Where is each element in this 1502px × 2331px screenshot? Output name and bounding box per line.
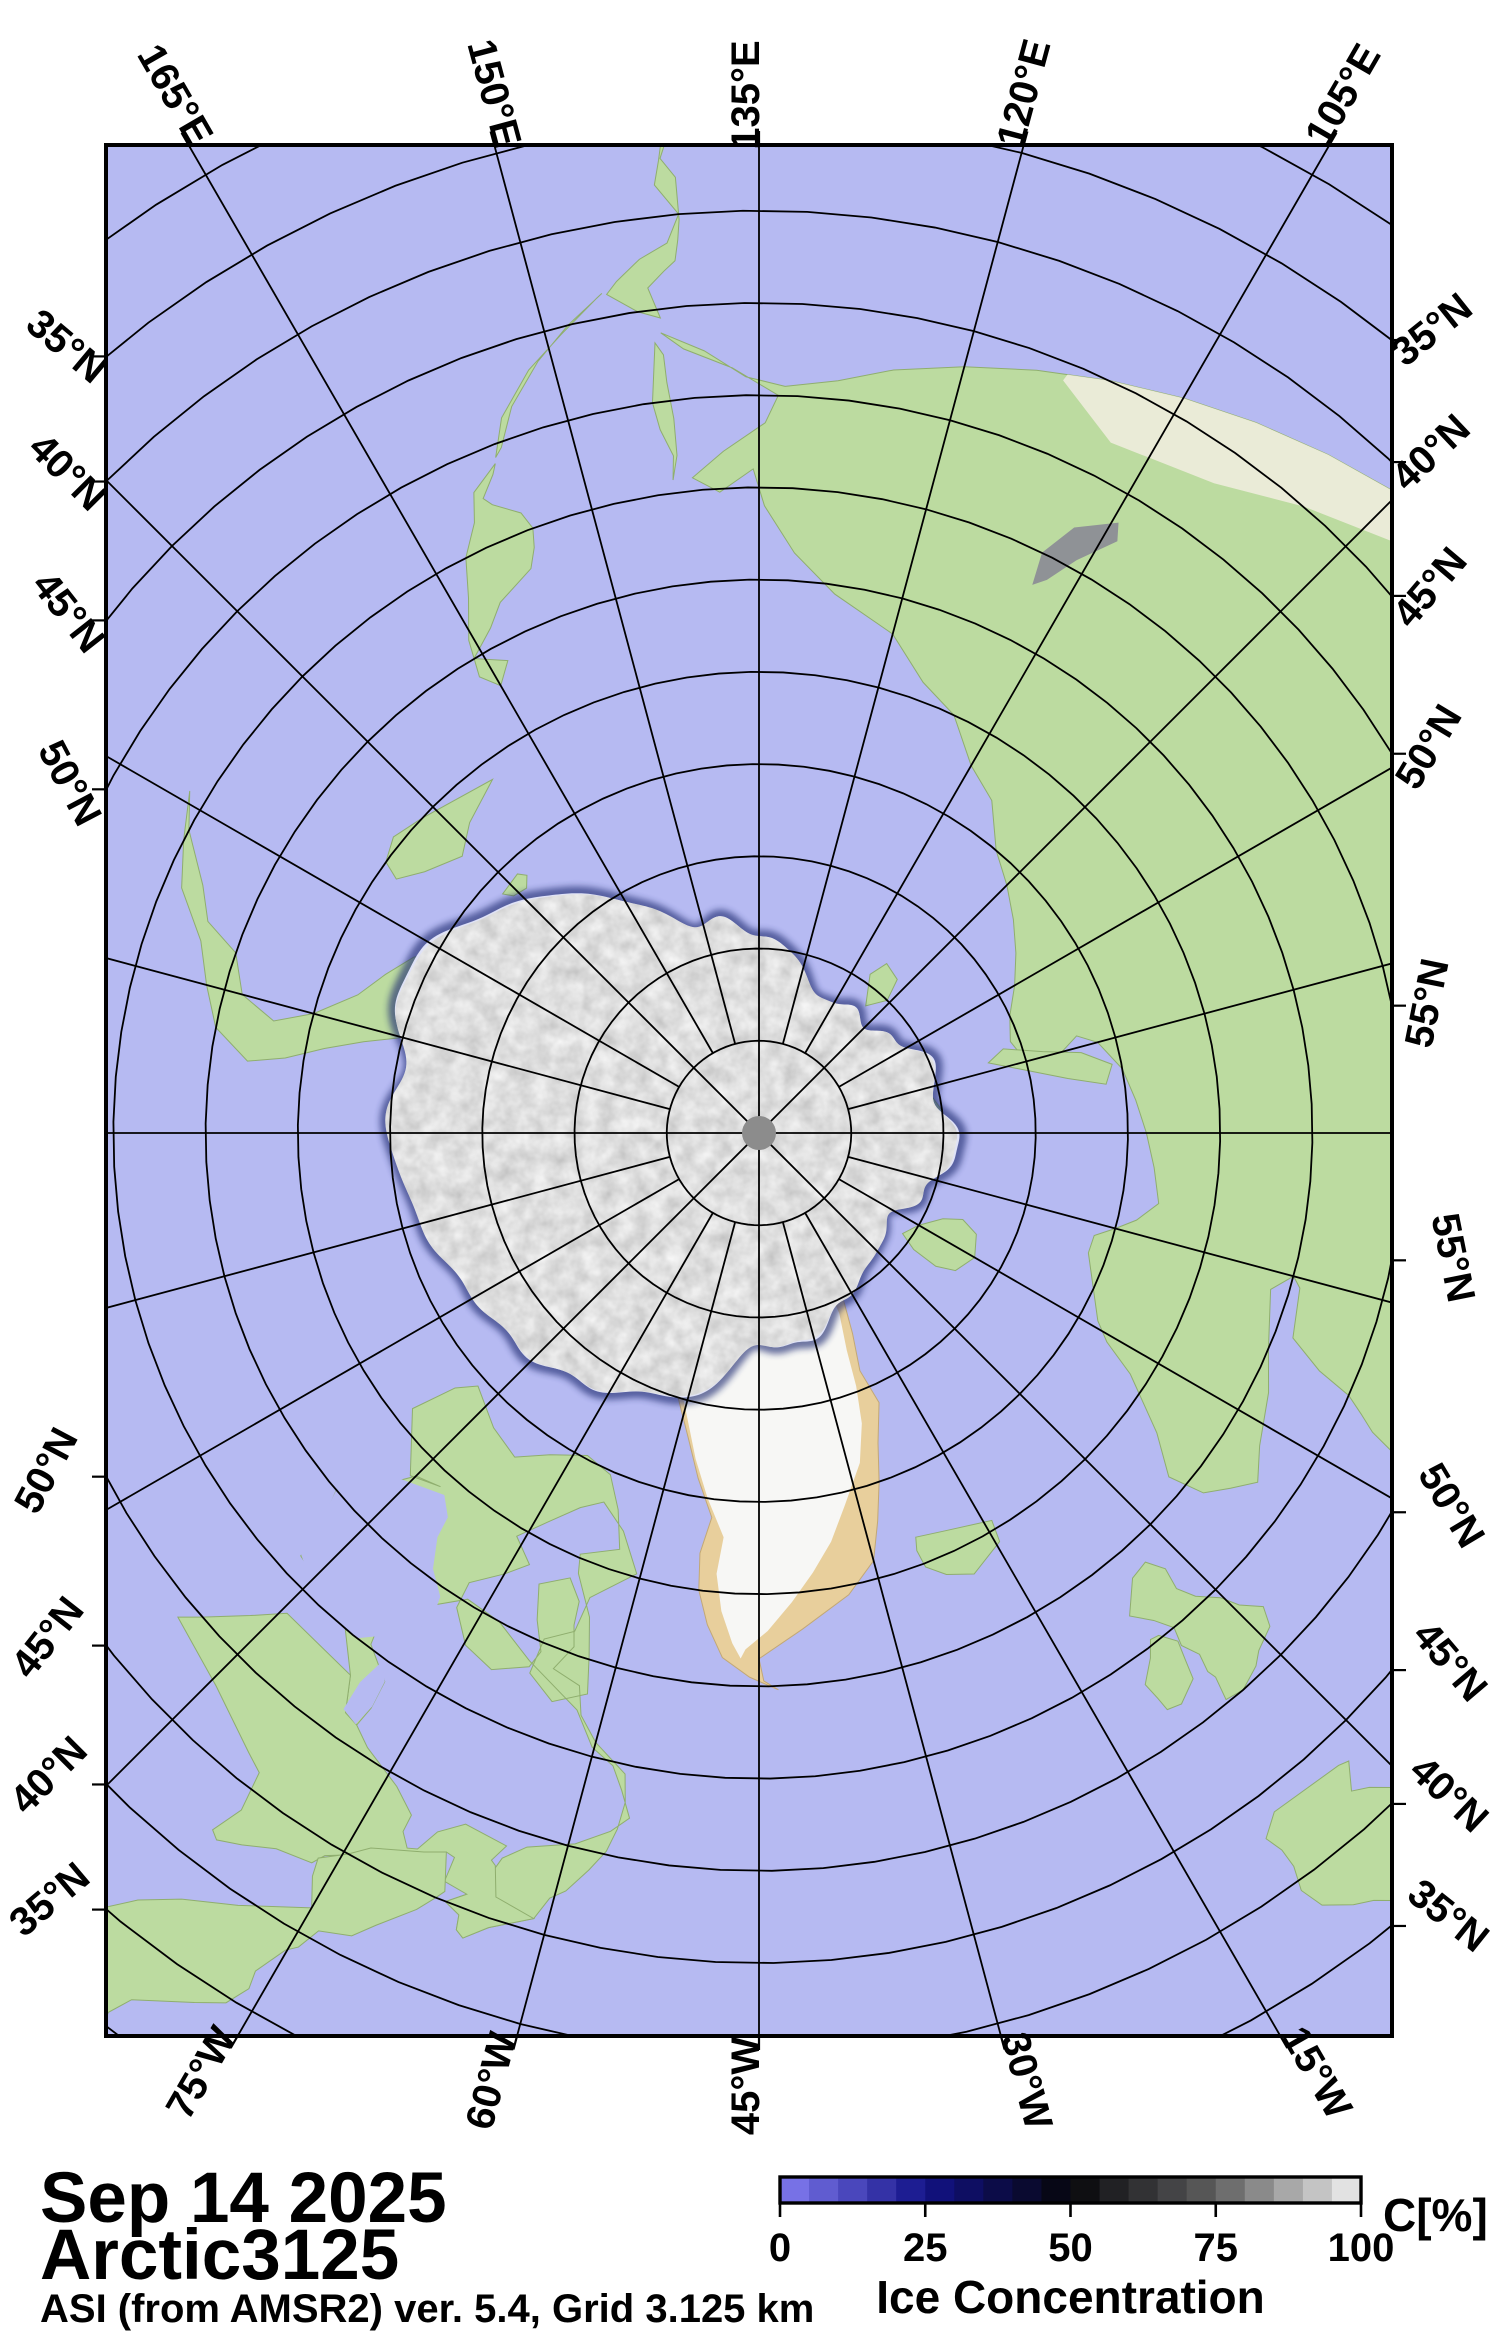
svg-text:50: 50 xyxy=(1048,2226,1093,2270)
svg-text:45°W: 45°W xyxy=(724,2037,768,2135)
svg-text:Arctic3125: Arctic3125 xyxy=(40,2216,399,2295)
svg-text:0: 0 xyxy=(769,2226,791,2270)
svg-text:ASI (from AMSR2) ver. 5.4, Gr: ASI (from AMSR2) ver. 5.4, Grid 3.125 km xyxy=(40,2287,814,2331)
svg-text:25: 25 xyxy=(903,2226,948,2270)
svg-text:C[%]: C[%] xyxy=(1383,2189,1488,2241)
svg-text:135°E: 135°E xyxy=(724,40,768,149)
svg-text:Ice Concentration: Ice Concentration xyxy=(876,2271,1265,2323)
svg-text:75: 75 xyxy=(1194,2226,1239,2270)
